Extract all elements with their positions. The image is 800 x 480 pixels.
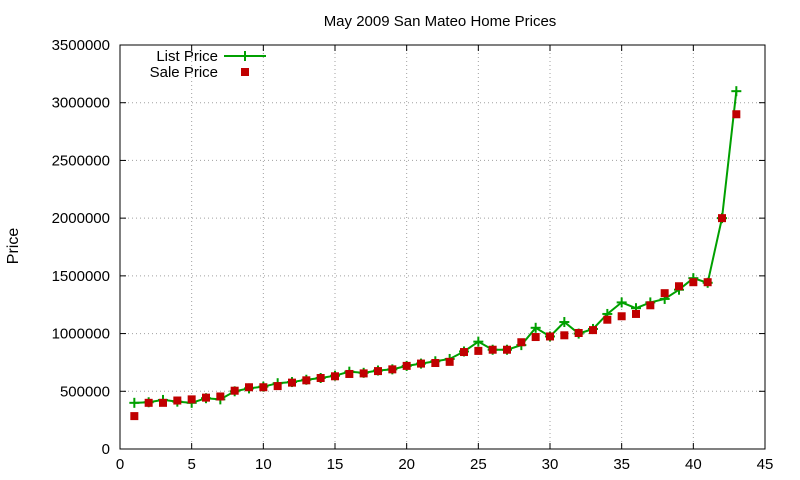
x-tick-label: 5 <box>187 456 195 473</box>
sale-price-point <box>359 369 368 378</box>
sale-price-point <box>718 214 726 223</box>
y-tick-label: 2000000 <box>52 210 110 227</box>
sale-price-point <box>130 412 139 421</box>
y-tick-label: 1500000 <box>52 268 110 285</box>
sale-price-point <box>187 395 196 404</box>
sale-price-point <box>560 331 569 340</box>
sale-price-point <box>617 312 626 321</box>
sale-price-point <box>703 278 712 287</box>
list-price-point <box>559 317 570 328</box>
x-tick-label: 35 <box>613 456 630 473</box>
sale-price-point <box>302 376 311 385</box>
sale-price-point <box>345 369 354 378</box>
x-tick-label: 40 <box>685 456 702 473</box>
sale-price-point <box>159 398 167 407</box>
sale-price-point <box>632 309 640 318</box>
chart-title: May 2009 San Mateo Home Prices <box>324 13 557 30</box>
list-price-line <box>134 91 738 404</box>
legend-label: Sale Price <box>150 64 218 81</box>
y-tick-label: 0 <box>102 441 110 458</box>
x-tick-label: 15 <box>327 456 344 473</box>
sale-price-point <box>675 282 683 291</box>
series-sale-price <box>130 110 741 421</box>
sale-price-point <box>316 374 325 383</box>
list-price-point <box>616 297 627 308</box>
axis-ticks: 0 5 10 15 20 25 30 35 40 45 0 500000 1000000 1500000 2… <box>52 37 774 473</box>
legend-plus-swatch <box>240 51 250 61</box>
list-price-point <box>731 86 742 97</box>
sale-price-point <box>431 359 440 368</box>
sale-price-point <box>460 348 468 357</box>
y-tick-label: 2500000 <box>52 152 110 169</box>
sale-price-point <box>288 378 296 387</box>
sale-price-point <box>402 361 411 370</box>
sale-price-point <box>245 383 253 392</box>
legend-square-swatch <box>241 68 249 76</box>
sale-price-point <box>589 326 597 335</box>
list-price-point <box>129 397 140 408</box>
sale-price-point <box>503 345 511 354</box>
sale-price-point <box>689 278 698 287</box>
y-tick-label: 3000000 <box>52 95 110 112</box>
grid <box>120 45 765 449</box>
list-price-point <box>473 336 484 347</box>
sale-price-point <box>660 289 669 298</box>
y-tick-label: 500000 <box>60 383 110 400</box>
x-tick-label: 45 <box>757 456 774 473</box>
sale-price-point <box>474 346 483 355</box>
sale-price-point <box>603 315 612 324</box>
y-axis-title: Price <box>5 228 22 265</box>
x-tick-label: 30 <box>542 456 559 473</box>
sale-price-point <box>445 357 454 366</box>
x-tick-label: 20 <box>398 456 415 473</box>
sale-price-point <box>546 332 554 341</box>
sale-price-point <box>517 338 526 347</box>
plot-frame <box>119 44 766 450</box>
y-tick-label: 3500000 <box>52 37 110 54</box>
y-tick-label: 1000000 <box>52 326 110 343</box>
legend-label: List Price <box>156 48 218 65</box>
x-tick-label: 10 <box>255 456 272 473</box>
sale-price-point <box>732 110 741 119</box>
sale-price-point <box>646 301 655 310</box>
sale-price-point <box>173 396 182 405</box>
series <box>129 86 742 421</box>
sale-price-point <box>331 372 339 381</box>
sale-price-point <box>144 398 153 407</box>
sale-price-point <box>388 365 397 374</box>
sale-price-point <box>488 345 497 354</box>
sale-price-point <box>230 386 239 395</box>
sale-price-point <box>574 328 583 337</box>
sale-price-point <box>273 382 282 391</box>
sale-price-point <box>417 359 425 368</box>
x-tick-label: 0 <box>116 456 124 473</box>
list-price-point <box>530 322 541 333</box>
sale-price-point <box>374 367 382 376</box>
sale-price-point <box>216 392 225 401</box>
x-tick-label: 25 <box>470 456 487 473</box>
sale-price-point <box>202 393 210 402</box>
sale-price-point <box>531 333 540 342</box>
sale-price-point <box>259 383 268 392</box>
